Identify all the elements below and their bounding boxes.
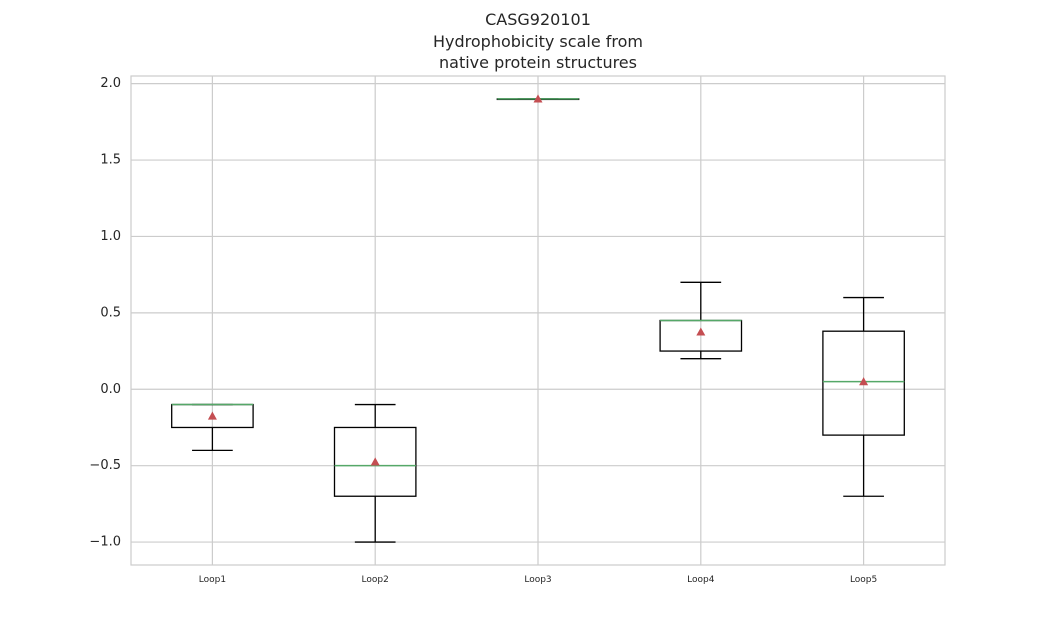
mean-marker <box>207 411 217 420</box>
x-tick-label: Loop4 <box>687 575 715 585</box>
x-tick-label: Loop5 <box>850 575 877 585</box>
box-loop2 <box>333 403 417 543</box>
y-tick-label: 2.0 <box>100 76 121 91</box>
box-loop5 <box>822 296 905 497</box>
y-tick-label: 1.5 <box>100 153 121 168</box>
box-loop3 <box>496 94 580 103</box>
chart-title-line-1: CASG920101 <box>485 10 591 29</box>
mean-marker <box>533 94 543 103</box>
y-tick-label: −1.0 <box>89 535 121 550</box>
chart-title-line-2: Hydrophobicity scale from <box>433 32 643 51</box>
y-tick-label: 0.0 <box>100 382 121 397</box>
y-tick-label: 1.0 <box>100 229 121 244</box>
mean-marker <box>696 327 706 336</box>
mean-marker <box>859 377 869 386</box>
interquartile-box <box>822 330 905 436</box>
chart-title: CASG920101 Hydrophobicity scale from nat… <box>433 10 643 72</box>
x-tick-label: Loop2 <box>362 575 389 585</box>
y-tick-label: 0.5 <box>100 305 121 320</box>
y-tick-label: −0.5 <box>89 458 121 473</box>
box-series <box>171 94 905 543</box>
x-axis-ticks: Loop1 Loop2 Loop3 Loop4 Loop5 <box>199 575 878 585</box>
plot-frame <box>130 75 946 566</box>
box-loop4 <box>659 281 743 360</box>
box-loop1 <box>171 403 254 452</box>
y-axis-ticks: −1.0 −0.5 0.0 0.5 1.0 1.5 2.0 <box>89 76 121 549</box>
x-tick-label: Loop1 <box>199 575 226 585</box>
chart-title-line-3: native protein structures <box>439 53 637 72</box>
interquartile-box <box>333 426 417 497</box>
mean-marker <box>370 457 380 466</box>
grid-layer <box>131 76 945 565</box>
x-tick-label: Loop3 <box>524 575 551 585</box>
